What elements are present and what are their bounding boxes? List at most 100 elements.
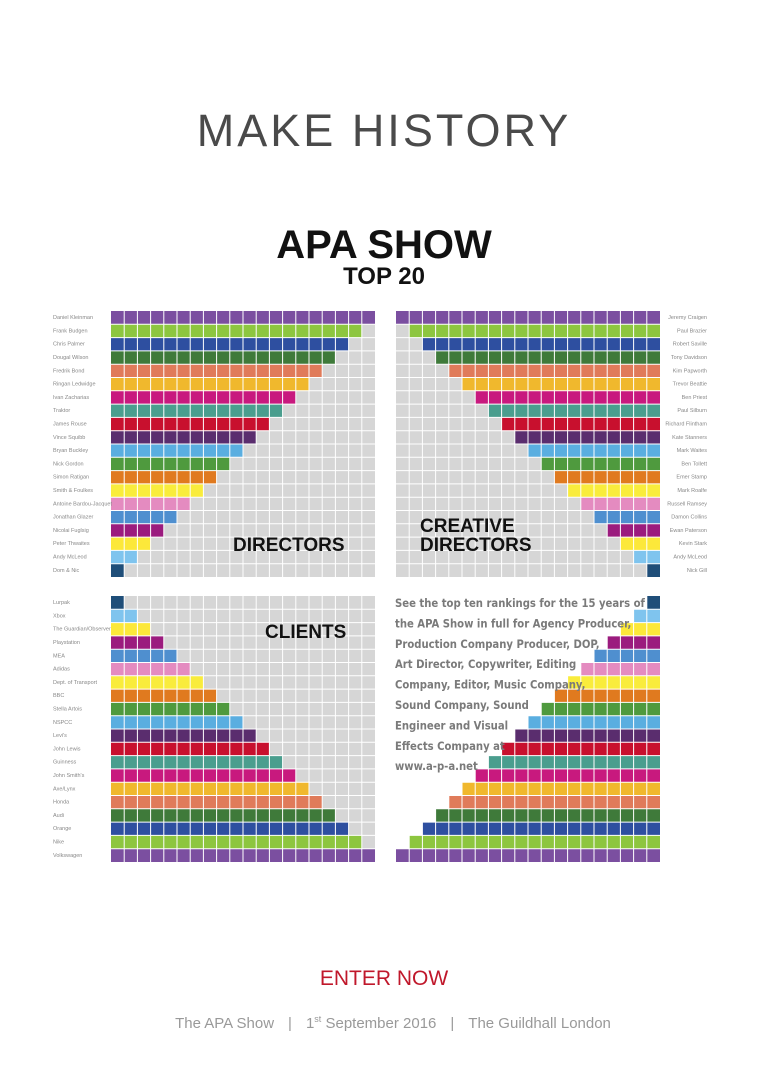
bar (111, 377, 309, 391)
name: Ringan Ledwidge (53, 382, 96, 388)
name: Stella Artois (53, 707, 82, 713)
name: Mark Waites (677, 448, 708, 454)
name: Guinness (53, 760, 76, 766)
info-line: Production Company Producer, DOP, (395, 638, 600, 651)
bar (111, 404, 283, 418)
bar (646, 563, 660, 577)
bar (111, 702, 230, 716)
bar (567, 675, 660, 690)
info-line: Engineer and Visual (395, 719, 508, 732)
bar (594, 510, 660, 524)
bar (111, 782, 309, 796)
name: Smith & Foulkes (53, 488, 93, 494)
name: Vince Squibb (53, 435, 85, 441)
panel-label: DIRECTORS (233, 535, 345, 556)
subheading: TOP 20 (343, 263, 425, 290)
name: James Rouse (53, 422, 87, 428)
name: Dom & Nic (53, 568, 80, 574)
name: Simon Ratigan (53, 475, 89, 481)
bar (541, 702, 660, 716)
name: Tony Davidson (671, 355, 707, 361)
name: Dougal Wilson (53, 355, 88, 361)
name: Kevin Stark (679, 541, 707, 547)
name: Ewan Paterson (670, 528, 707, 534)
name: Russell Ramsey (667, 501, 707, 507)
bar (514, 729, 660, 743)
bar (594, 649, 660, 663)
bar (435, 350, 660, 365)
date: September 2016 (321, 1015, 436, 1032)
name: Dept. of Transport (53, 680, 97, 686)
name: Ivan Zacharias (53, 395, 89, 401)
footer: The APA Show | 1st September 2016 | The Guil… (175, 1014, 611, 1032)
bar (111, 808, 336, 823)
sep: | (450, 1015, 454, 1032)
info-line: www.a-p-a.net (395, 760, 478, 773)
name: Damon Collins (671, 515, 707, 521)
name: Andy McLeod (673, 555, 707, 561)
suffix: st (314, 1014, 322, 1024)
bar (488, 755, 660, 769)
name: Chris Palmer (53, 342, 85, 348)
bar (111, 596, 125, 610)
name: Nick Gordon (53, 461, 84, 467)
bar (409, 324, 660, 338)
name: Daniel Kleinman (53, 315, 93, 321)
bar (111, 675, 204, 690)
bar (111, 622, 151, 636)
bar (462, 782, 660, 796)
name: Levi's (53, 733, 67, 739)
name: Mark Roalfe (677, 488, 707, 494)
name: Jeremy Craigen (668, 315, 707, 321)
name: Fredrik Bond (53, 368, 85, 374)
bar (111, 430, 257, 444)
bar (111, 563, 125, 577)
bar (620, 537, 660, 551)
name: Antoine Bardou-Jacquet (53, 501, 112, 507)
bar (111, 510, 177, 524)
name: Frank Budgen (53, 328, 88, 334)
name: NSPCC (53, 720, 72, 726)
name: Volkswagen (53, 853, 82, 859)
bar (111, 835, 362, 849)
name: Jonathan Glazer (53, 515, 94, 521)
name: Xbox (53, 613, 66, 619)
bar (111, 729, 257, 743)
name: Audi (53, 813, 64, 819)
name: Ben Tollett (681, 461, 707, 467)
bar (435, 808, 660, 823)
bar (111, 537, 151, 551)
show: The APA Show (175, 1015, 274, 1032)
name: Bryan Buckley (53, 448, 88, 454)
bar (111, 350, 336, 365)
name: John Smith's (53, 773, 85, 779)
name: Kim Papworth (673, 368, 707, 374)
bar (111, 457, 230, 471)
sep: | (288, 1015, 292, 1032)
name: Richard Flintham (665, 422, 707, 428)
day: 1 (306, 1015, 314, 1032)
name: Peter Thwaites (53, 541, 90, 547)
name: Andy McLeod (53, 555, 87, 561)
bar (111, 649, 177, 663)
bar (462, 377, 660, 391)
name: Nicolai Fuglsig (53, 528, 89, 534)
info-line: Company, Editor, Music Company, (395, 679, 585, 692)
info-line: Art Director, Copywriter, Editing (395, 658, 576, 671)
panel-label: CLIENTS (265, 622, 346, 643)
enter-now[interactable]: ENTER NOW (320, 967, 449, 990)
panel-label: CREATIVE (420, 516, 515, 537)
name: Axe/Lynx (53, 786, 76, 792)
name: Robert Saville (673, 342, 707, 348)
name: Trevor Beattie (673, 382, 707, 388)
bar (111, 755, 283, 769)
name: Honda (53, 800, 70, 806)
name: Ben Priest (682, 395, 708, 401)
name: The Guardian/Observer (53, 627, 111, 633)
name: Nike (53, 840, 64, 846)
bar (567, 483, 660, 498)
info-line: Sound Company, Sound (395, 699, 529, 712)
bar (488, 404, 660, 418)
name: Paul Brazier (677, 328, 707, 334)
